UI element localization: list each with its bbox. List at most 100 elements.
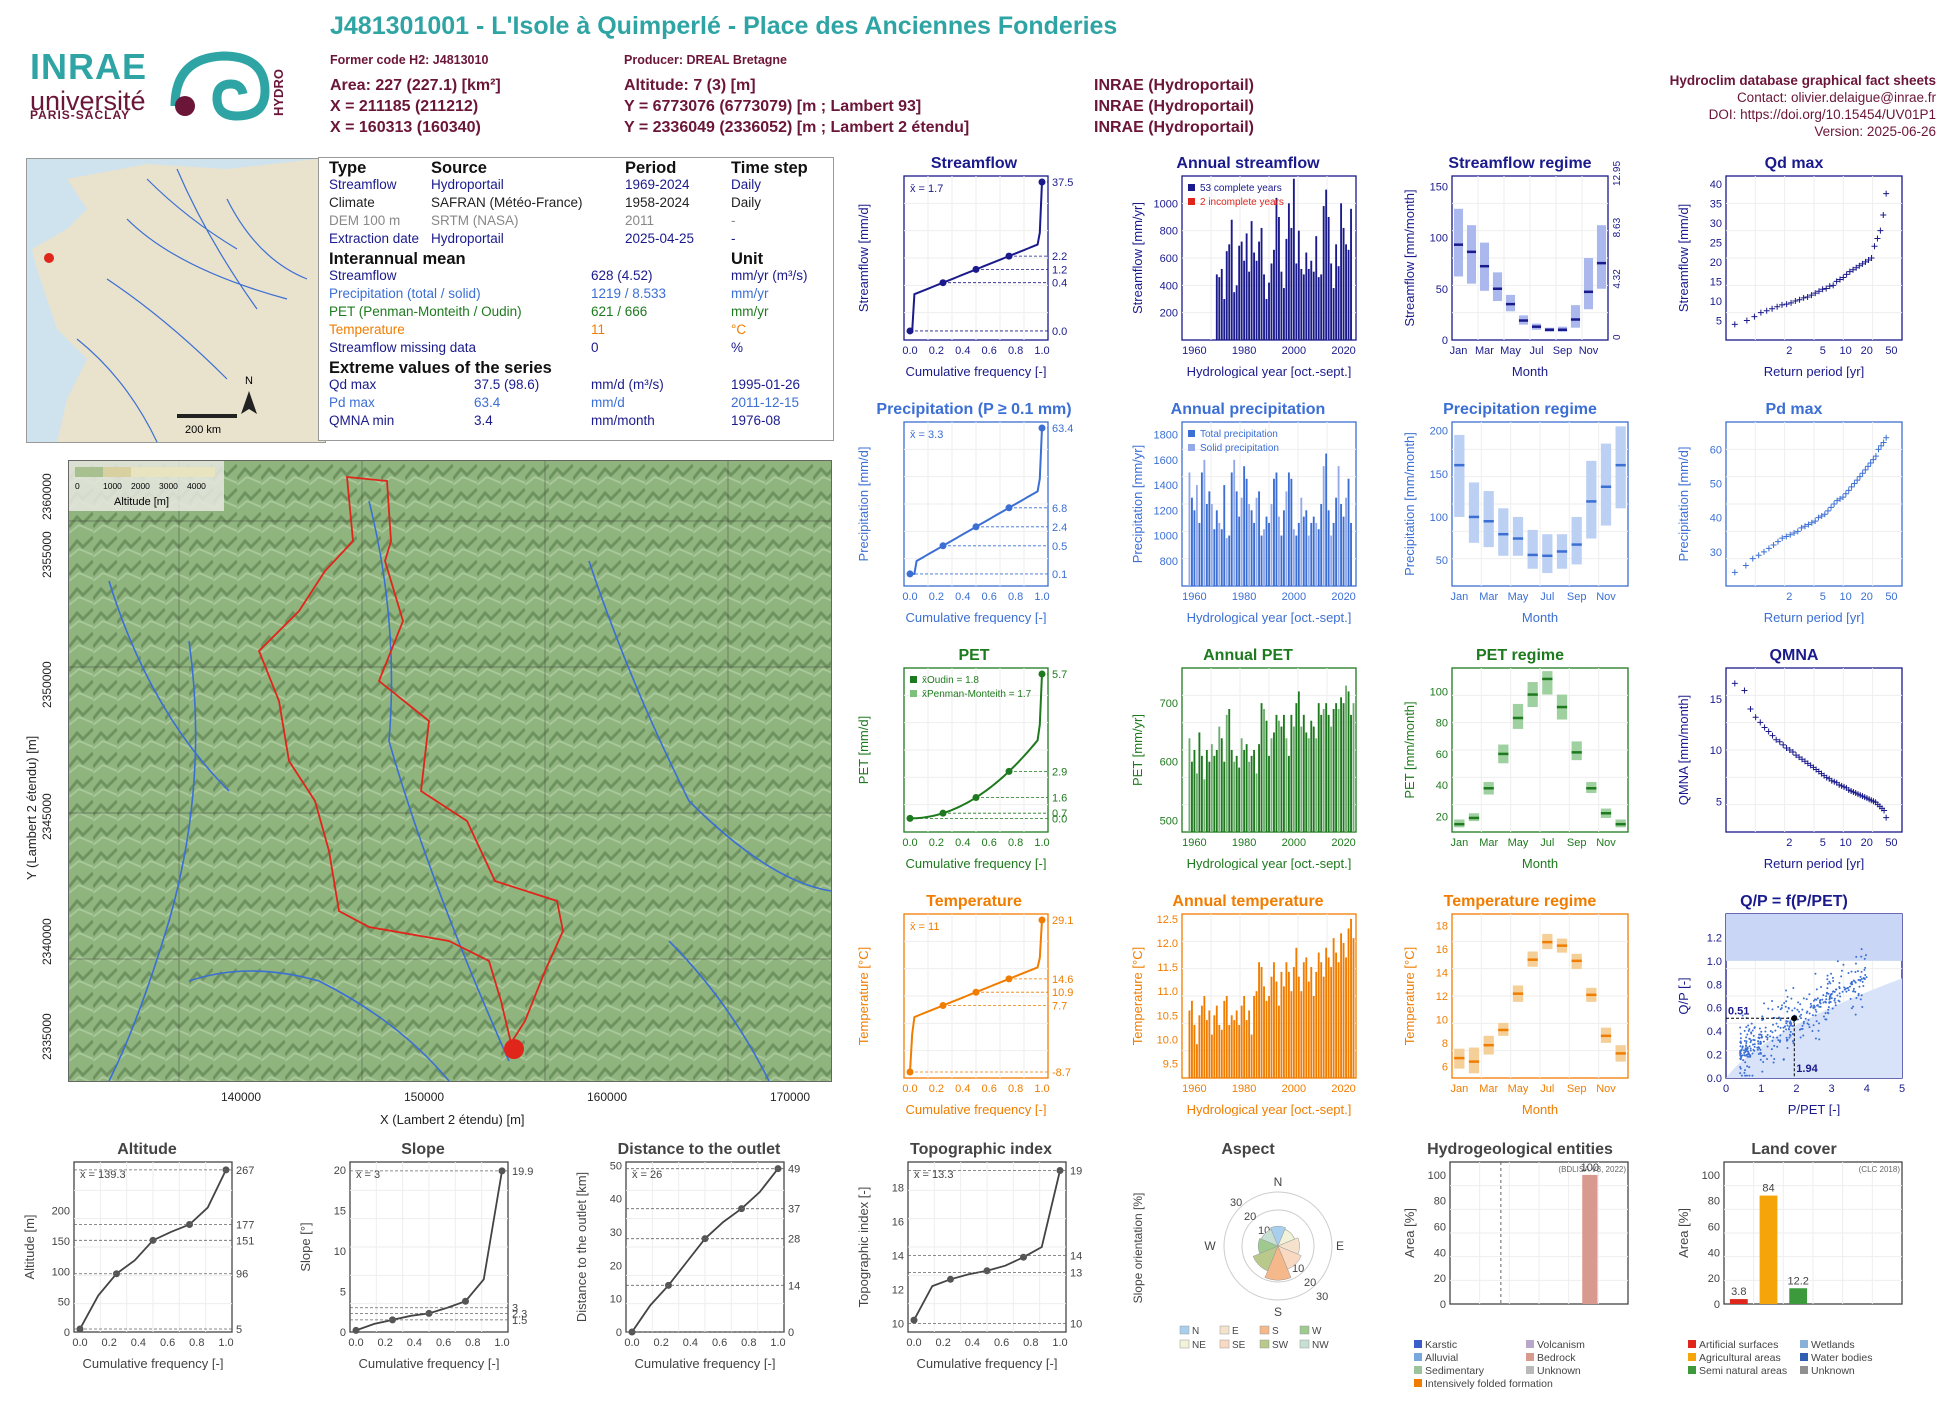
landcover-legend: Artificial surfaces Agricultural areas Sem… (1682, 1338, 1918, 1403)
q_regime-month-tick: Sep (1553, 345, 1573, 357)
qp-point (1757, 1042, 1760, 1045)
t_annual-bar (1240, 1005, 1243, 1078)
t_annual-bar (1280, 971, 1283, 1078)
p_regime-month-tick: May (1508, 591, 1529, 603)
qp-point (1837, 999, 1840, 1002)
mean-label: Temperature (329, 322, 405, 337)
p_annual-bar (1205, 504, 1208, 586)
aspect-legend: N (1192, 1326, 1199, 1337)
t_annual-bar (1312, 996, 1315, 1078)
p_annual-bar (1335, 497, 1338, 586)
qp-ytick: 0.0 (1707, 1073, 1722, 1085)
landcover-note: (CLC 2018) (1859, 1165, 1901, 1174)
q_annual-xlabel: Hydrological year [oct.-sept.] (1187, 364, 1352, 378)
pet_annual-bar (1265, 720, 1268, 832)
mean-value: 11 (591, 322, 606, 337)
qp-point (1793, 1007, 1796, 1010)
mean-value: 628 (4.52) (591, 268, 653, 283)
dist_cdf-ylabel: Distance to the outlet [km] (574, 1172, 589, 1322)
pet_annual-bar (1248, 761, 1251, 832)
q_max-point (1800, 294, 1807, 301)
t_regime-ylabel: Temperature [°C] (1402, 947, 1417, 1045)
p_cdf-panel: Precipitation (P ≥ 0.1 mm) Cumulative fre… (856, 398, 1092, 625)
alt_cdf-panel: Altitude Cumulative frequency [-] Altitude… (22, 1138, 272, 1371)
pet_regime-box (1571, 741, 1582, 761)
p_annual-bar (1290, 478, 1293, 586)
q_cdf-panel: Streamflow Cumulative frequency [-] Stream… (856, 152, 1092, 379)
pet_annual-bar (1193, 750, 1196, 832)
t_annual-bar (1345, 957, 1347, 1078)
q_annual-bar (1282, 288, 1285, 340)
p_annual-bar (1317, 529, 1320, 586)
slope_cdf-mean: x̄ = 3 (356, 1169, 380, 1181)
p_cdf-xtick: 0.0 (902, 591, 917, 603)
qp-ytick: 0.6 (1707, 1003, 1722, 1015)
qp-point (1751, 1052, 1754, 1055)
t_annual-bar (1327, 957, 1330, 1078)
qp-point (1782, 1058, 1785, 1061)
topo_cdf-quantile-point (1020, 1253, 1027, 1261)
qp-point (1786, 995, 1789, 998)
slope_cdf-right-tick: 19.9 (512, 1166, 533, 1178)
qp-svg: Q/P = f(P/PET) P/PET [-] Q/P [-] 0.0 0.2 0.4 0… (1676, 893, 1905, 1117)
qp-point (1781, 1004, 1784, 1007)
qp-point (1748, 1045, 1751, 1048)
producer: Producer: DREAL Bretagne (624, 53, 787, 67)
qp-point (1759, 1040, 1762, 1043)
hydrogeo-legend-item: Alluvial (1425, 1352, 1458, 1364)
qp-point (1773, 1044, 1776, 1047)
p_annual-bar (1325, 453, 1328, 586)
q_annual-bar (1285, 238, 1288, 340)
q_cdf-ylabel: Streamflow [mm/d] (856, 204, 871, 312)
slope_cdf-quantile-point (462, 1297, 469, 1305)
qp-title: Q/P = f(P/PET) (1740, 893, 1848, 910)
alt_cdf-ytick: 50 (58, 1297, 70, 1309)
france-map-svg: 200 km N (32, 159, 325, 442)
q_max-point (1823, 285, 1830, 292)
t_annual-bar (1188, 1010, 1191, 1078)
pet_annual-bar (1342, 703, 1345, 832)
qp-point (1862, 977, 1865, 980)
qp-point (1740, 1056, 1743, 1059)
p_max-point (1851, 480, 1858, 487)
aspect-sector (1270, 1226, 1286, 1247)
qp-point (1828, 998, 1831, 1001)
qmna-xtick: 20 (1861, 837, 1873, 849)
t_cdf-right-tick: 29.1 (1052, 915, 1073, 927)
q_max-point (1850, 266, 1857, 273)
p_max-point (1801, 523, 1808, 530)
q_annual-bar (1240, 241, 1243, 340)
qp-point (1772, 1036, 1775, 1039)
pet_annual-bar (1290, 714, 1293, 832)
p_annual-bar (1347, 478, 1350, 586)
slope_cdf-ytick: 5 (340, 1287, 346, 1299)
pet_annual-bar (1270, 738, 1273, 832)
p_annual-bar (1305, 510, 1308, 586)
aspect-ylabel: Slope orientation [%] (1131, 1193, 1145, 1304)
pet_annual-xlabel: Hydrological year [oct.-sept.] (1187, 856, 1352, 870)
qp-xtick: 1 (1758, 1083, 1764, 1095)
qp-point (1840, 969, 1843, 972)
t_annual-bar (1200, 1005, 1203, 1078)
q_annual-bar (1292, 178, 1295, 340)
pet_annual-bar (1287, 755, 1290, 832)
pet_annual-bar (1250, 755, 1253, 832)
qp-point (1761, 1035, 1764, 1038)
q_annual-xtick: 2020 (1331, 345, 1355, 357)
hydrogeo-legend-item: Sedimentary (1425, 1365, 1485, 1377)
qp-point (1818, 1022, 1821, 1025)
pet_annual-bar (1295, 703, 1298, 832)
p_annual-bar (1320, 504, 1323, 586)
alt_cdf-xtick: 0.0 (72, 1337, 87, 1349)
q_max-ytick: 15 (1710, 276, 1722, 288)
dist_cdf-ytick: 20 (610, 1260, 622, 1272)
dist_cdf-right-tick: 14 (788, 1280, 800, 1292)
scale-label: 200 km (185, 424, 221, 436)
qp-point (1777, 1025, 1780, 1028)
t_regime-month-tick: Jul (1540, 1083, 1554, 1095)
qp-point (1838, 981, 1841, 984)
q_annual-bar (1263, 274, 1265, 340)
map-ytick: 2355000 (40, 531, 54, 578)
qp-point (1830, 972, 1833, 975)
pet_regime-ytick: 80 (1436, 718, 1448, 730)
